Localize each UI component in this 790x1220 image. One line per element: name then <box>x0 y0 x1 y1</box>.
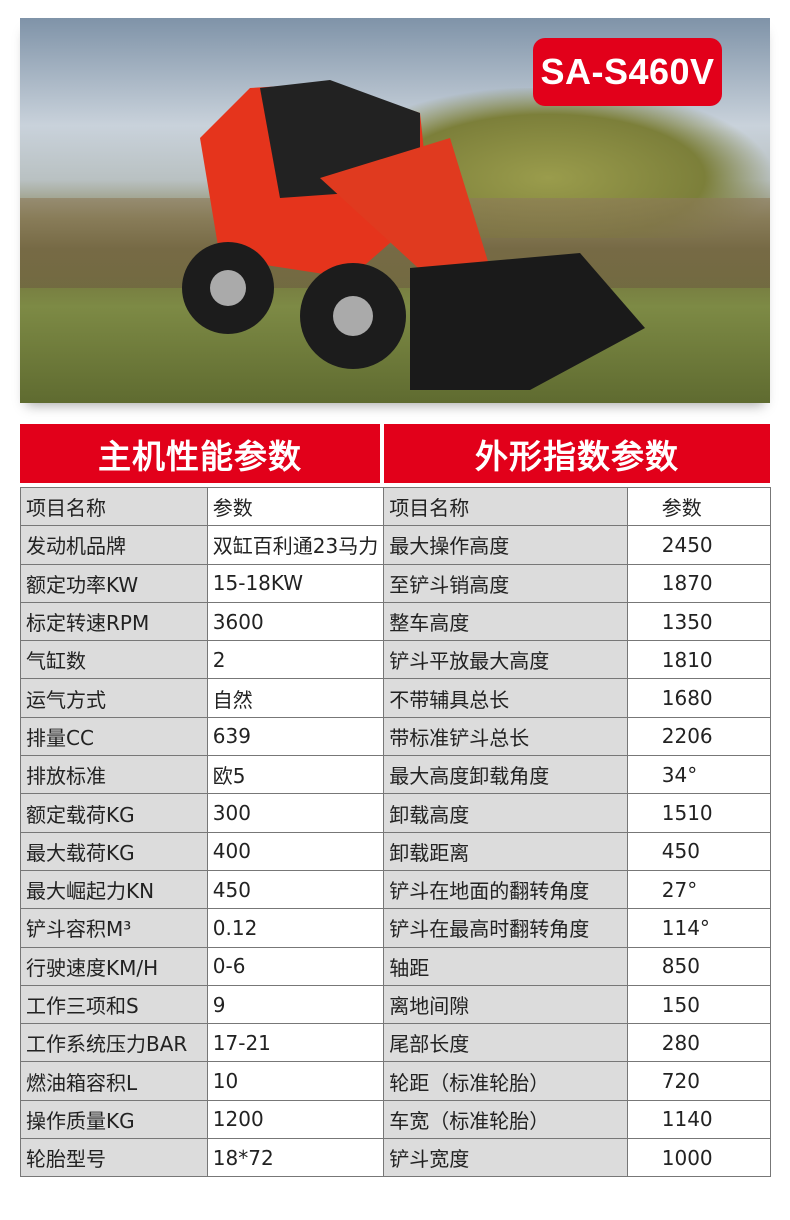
dimension-param-value: 280 <box>626 1023 772 1063</box>
engine-param-name: 额定功率KW <box>20 563 208 603</box>
dimension-param-name: 卸载高度 <box>383 793 628 833</box>
engine-param-value: 18*72 <box>206 1138 385 1178</box>
dimension-param-name: 离地间隙 <box>383 984 628 1025</box>
table-row: 工作系统压力BAR 17-21 尾部长度 280 <box>20 1023 772 1063</box>
engine-param-name: 标定转速RPM <box>20 601 208 642</box>
dimension-param-value: 1510 <box>626 793 772 833</box>
dimension-param-value: 1870 <box>626 563 772 603</box>
table-row: 额定功率KW 15-18KW 至铲斗销高度 1870 <box>20 563 772 603</box>
dimension-param-value: 2450 <box>626 525 772 565</box>
model-badge: SA-S460V <box>533 38 722 106</box>
engine-param-value: 自然 <box>206 678 385 718</box>
engine-param-value: 450 <box>206 869 385 910</box>
dimension-param-name: 轮距（标准轮胎） <box>383 1061 628 1101</box>
engine-param-value: 9 <box>206 984 385 1025</box>
engine-param-name: 最大载荷KG <box>20 831 208 871</box>
engine-param-value: 双缸百利通23马力 <box>206 525 385 565</box>
engine-param-name: 工作系统压力BAR <box>20 1023 208 1063</box>
table-row: 燃油箱容积L 10 轮距（标准轮胎） 720 <box>20 1061 772 1101</box>
table-row: 标定转速RPM 3600 整车高度 1350 <box>20 601 772 642</box>
dimension-param-value: 850 <box>626 946 772 986</box>
dimension-param-value: 1810 <box>626 640 772 680</box>
dimension-param-value: 参数 <box>626 486 772 527</box>
dimension-param-name: 铲斗宽度 <box>383 1138 628 1178</box>
dimension-param-value: 2206 <box>626 716 772 757</box>
engine-param-name: 工作三项和S <box>20 984 208 1025</box>
dimension-param-value: 720 <box>626 1061 772 1101</box>
table-row: 最大载荷KG 400 卸载距离 450 <box>20 831 772 871</box>
dimension-param-name: 整车高度 <box>383 601 628 642</box>
dimension-param-value: 114° <box>626 908 772 948</box>
table-row: 工作三项和S 9 离地间隙 150 <box>20 984 772 1025</box>
dimension-param-name: 铲斗在地面的翻转角度 <box>383 869 628 910</box>
dimension-param-value: 1000 <box>626 1138 772 1178</box>
skid-steer-loader-illustration <box>182 80 645 390</box>
table-row: 行驶速度KM/H 0-6 轴距 850 <box>20 946 772 986</box>
dimension-param-value: 27° <box>626 869 772 910</box>
engine-param-name: 气缸数 <box>20 640 208 680</box>
engine-param-value: 17-21 <box>206 1023 385 1063</box>
dimension-param-name: 不带辅具总长 <box>383 678 628 718</box>
product-photo: SA-S460V <box>20 18 770 403</box>
engine-param-value: 参数 <box>206 486 385 527</box>
table-row: 轮胎型号 18*72 铲斗宽度 1000 <box>20 1138 772 1178</box>
dimension-param-name: 铲斗在最高时翻转角度 <box>383 908 628 948</box>
dimension-param-name: 带标准铲斗总长 <box>383 716 628 757</box>
dimension-param-name: 最大高度卸载角度 <box>383 755 628 795</box>
dimension-param-name: 车宽（标准轮胎） <box>383 1099 628 1140</box>
dimension-param-value: 150 <box>626 984 772 1025</box>
table-row: 操作质量KG 1200 车宽（标准轮胎） 1140 <box>20 1099 772 1140</box>
engine-param-value: 欧5 <box>206 755 385 795</box>
engine-param-value: 15-18KW <box>206 563 385 603</box>
table-row: 最大崛起力KN 450 铲斗在地面的翻转角度 27° <box>20 869 772 910</box>
engine-param-name: 运气方式 <box>20 678 208 718</box>
engine-param-name: 燃油箱容积L <box>20 1061 208 1101</box>
table-row: 气缸数 2 铲斗平放最大高度 1810 <box>20 640 772 680</box>
engine-param-name: 铲斗容积M³ <box>20 908 208 948</box>
engine-param-value: 400 <box>206 831 385 871</box>
engine-param-name: 发动机品牌 <box>20 525 208 565</box>
engine-param-name: 额定载荷KG <box>20 793 208 833</box>
engine-param-value: 300 <box>206 793 385 833</box>
table-header-row: 项目名称 参数 项目名称 参数 <box>20 486 772 527</box>
dimension-parameters-header: 外形指数参数 <box>384 424 770 483</box>
dimension-param-name: 卸载距离 <box>383 831 628 871</box>
dimension-param-name: 尾部长度 <box>383 1023 628 1063</box>
engine-param-value: 0.12 <box>206 908 385 948</box>
dimension-param-value: 450 <box>626 831 772 871</box>
dimension-param-name: 铲斗平放最大高度 <box>383 640 628 680</box>
spec-table: 项目名称 参数 项目名称 参数 发动机品牌 双缸百利通23马力 最大操作高度 2450 额定功率… <box>20 486 772 1178</box>
table-row: 铲斗容积M³ 0.12 铲斗在最高时翻转角度 114° <box>20 908 772 948</box>
engine-param-value: 2 <box>206 640 385 680</box>
engine-param-name: 操作质量KG <box>20 1099 208 1140</box>
engine-param-value: 1200 <box>206 1099 385 1140</box>
engine-param-name: 排放标准 <box>20 755 208 795</box>
dimension-param-value: 34° <box>626 755 772 795</box>
dimension-param-name: 轴距 <box>383 946 628 986</box>
engine-param-name: 轮胎型号 <box>20 1138 208 1178</box>
engine-param-value: 10 <box>206 1061 385 1101</box>
engine-param-name: 最大崛起力KN <box>20 869 208 910</box>
dimension-param-name: 至铲斗销高度 <box>383 563 628 603</box>
engine-param-value: 0-6 <box>206 946 385 986</box>
table-row: 运气方式 自然 不带辅具总长 1680 <box>20 678 772 718</box>
engine-param-name: 排量CC <box>20 716 208 757</box>
engine-param-value: 639 <box>206 716 385 757</box>
dimension-param-name: 项目名称 <box>383 486 628 527</box>
dimension-param-name: 最大操作高度 <box>383 525 628 565</box>
table-row: 排量CC 639 带标准铲斗总长 2206 <box>20 716 772 757</box>
engine-param-name: 行驶速度KM/H <box>20 946 208 986</box>
table-row: 额定载荷KG 300 卸载高度 1510 <box>20 793 772 833</box>
engine-param-name: 项目名称 <box>20 486 208 527</box>
table-row: 排放标准 欧5 最大高度卸载角度 34° <box>20 755 772 795</box>
dimension-param-value: 1680 <box>626 678 772 718</box>
engine-param-value: 3600 <box>206 601 385 642</box>
engine-performance-header: 主机性能参数 <box>20 424 380 483</box>
dimension-param-value: 1350 <box>626 601 772 642</box>
dimension-param-value: 1140 <box>626 1099 772 1140</box>
table-row: 发动机品牌 双缸百利通23马力 最大操作高度 2450 <box>20 525 772 565</box>
